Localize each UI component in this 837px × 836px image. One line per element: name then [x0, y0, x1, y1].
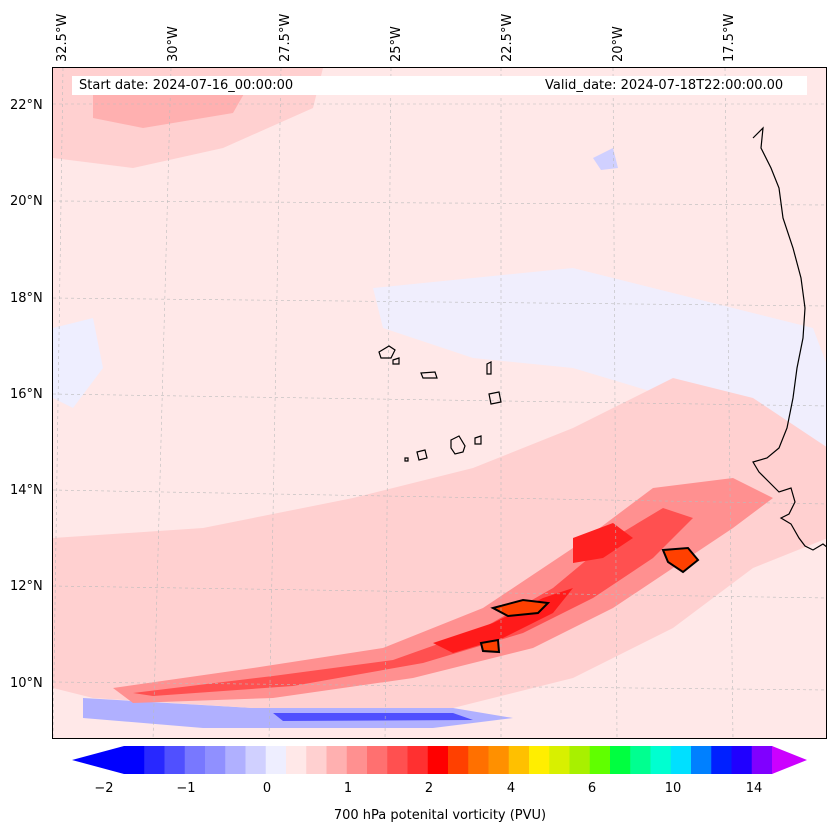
- island: [416, 449, 428, 461]
- colorbar-segment: [407, 746, 429, 774]
- colorbar-segment: [245, 746, 267, 774]
- colorbar-segment: [488, 746, 510, 774]
- island: [474, 435, 482, 445]
- colorbar-segment: [630, 746, 651, 774]
- pv-field-map: [53, 68, 826, 738]
- valid-date-label: Valid_date: 2024-07-18T22:00:00.00: [545, 78, 784, 93]
- island: [486, 361, 492, 375]
- pv-positive-band: [53, 378, 826, 708]
- lon-label-22-5w: 22.5°W: [500, 13, 515, 62]
- lon-label-20w: 20°W: [611, 26, 626, 62]
- lon-label-30w: 30°W: [166, 26, 181, 62]
- colorbar-segment: [468, 746, 489, 774]
- gridline-lon: [268, 68, 282, 738]
- lon-label-25w: 25°W: [389, 26, 404, 62]
- colorbar-tick: 4: [506, 781, 516, 796]
- colorbar-segment: [529, 746, 550, 774]
- colorbar-under-arrow: [72, 746, 124, 774]
- island: [420, 371, 438, 379]
- island: [450, 435, 466, 455]
- colorbar-segment: [164, 746, 186, 774]
- pv-contour: [490, 598, 551, 618]
- start-date-label: Start date: 2024-07-16_00:00:00: [79, 78, 294, 93]
- colorbar-segment: [650, 746, 672, 774]
- gridline-lon: [53, 68, 64, 738]
- gridline-lon: [152, 68, 172, 738]
- lat-label-20n: 20°N: [10, 194, 43, 209]
- lat-label-16n: 16°N: [10, 387, 43, 402]
- colorbar-segment: [670, 746, 692, 774]
- colorbar-segment: [569, 746, 591, 774]
- colorbar-tick: 14: [745, 781, 763, 796]
- colorbar-segment: [286, 746, 307, 774]
- island: [378, 345, 396, 359]
- colorbar: [72, 746, 807, 774]
- colorbar-tick: 2: [424, 781, 434, 796]
- colorbar-segment: [549, 746, 570, 774]
- lon-label-17-5w: 17.5°W: [722, 13, 737, 62]
- colorbar-segment: [610, 746, 631, 774]
- colorbar-tick: 6: [587, 781, 597, 796]
- colorbar-segment: [508, 746, 530, 774]
- colorbar-segment: [205, 746, 226, 774]
- african-coastline: [752, 126, 826, 551]
- lat-label-14n: 14°N: [10, 483, 43, 498]
- colorbar-segment: [124, 746, 145, 774]
- colorbar-segment: [306, 746, 327, 774]
- colorbar-segment: [225, 746, 246, 774]
- lat-label-12n: 12°N: [10, 579, 43, 594]
- gridline-lon: [724, 68, 734, 738]
- colorbar-segment: [448, 746, 469, 774]
- graticule: [53, 68, 826, 738]
- lat-label-22n: 22°N: [10, 98, 43, 113]
- colorbar-segment: [711, 746, 732, 774]
- lon-label-32-5w: 32.5°W: [55, 13, 70, 62]
- island: [488, 391, 502, 405]
- pv-negative-region: [53, 318, 103, 408]
- colorbar-segment: [326, 746, 348, 774]
- colorbar-segment: [691, 746, 712, 774]
- colorbar-segment: [367, 746, 388, 774]
- pv-negative-core: [273, 713, 473, 721]
- lat-label-18n: 18°N: [10, 291, 43, 306]
- colorbar-segment: [387, 746, 408, 774]
- colorbar-segment: [427, 746, 449, 774]
- colorbar-tick: 0: [262, 781, 272, 796]
- colorbar-segments: [124, 746, 773, 774]
- info-bar: [72, 76, 807, 95]
- colorbar-over-arrow: [772, 746, 807, 774]
- gridline-lon: [384, 68, 392, 738]
- cape-verde-islands: [378, 345, 502, 462]
- pv-strong-band: [133, 508, 693, 696]
- colorbar-segment: [589, 746, 611, 774]
- colorbar-segment: [265, 746, 287, 774]
- lon-label-27-5w: 27.5°W: [278, 13, 293, 62]
- pv-contour: [479, 638, 501, 654]
- gridline-lon: [612, 68, 618, 738]
- lat-label-10n: 10°N: [10, 676, 43, 691]
- island: [392, 357, 400, 365]
- colorbar-label: 700 hPa potenital vorticity (PVU): [333, 808, 547, 823]
- colorbar-segment: [731, 746, 753, 774]
- pv-negative-spot: [593, 148, 618, 170]
- colorbar-segment: [144, 746, 165, 774]
- colorbar-segment: [346, 746, 368, 774]
- colorbar-segment: [184, 746, 206, 774]
- colorbar-tick: 10: [664, 781, 682, 796]
- colorbar-segment: [751, 746, 773, 774]
- colorbar-tick: −1: [176, 781, 196, 796]
- pv-contour: [661, 546, 700, 574]
- colorbar-tick: 1: [343, 781, 353, 796]
- colorbar-tick: −2: [94, 781, 114, 796]
- island: [404, 457, 409, 462]
- map-panel: [52, 67, 827, 739]
- pv-max-band: [573, 523, 633, 563]
